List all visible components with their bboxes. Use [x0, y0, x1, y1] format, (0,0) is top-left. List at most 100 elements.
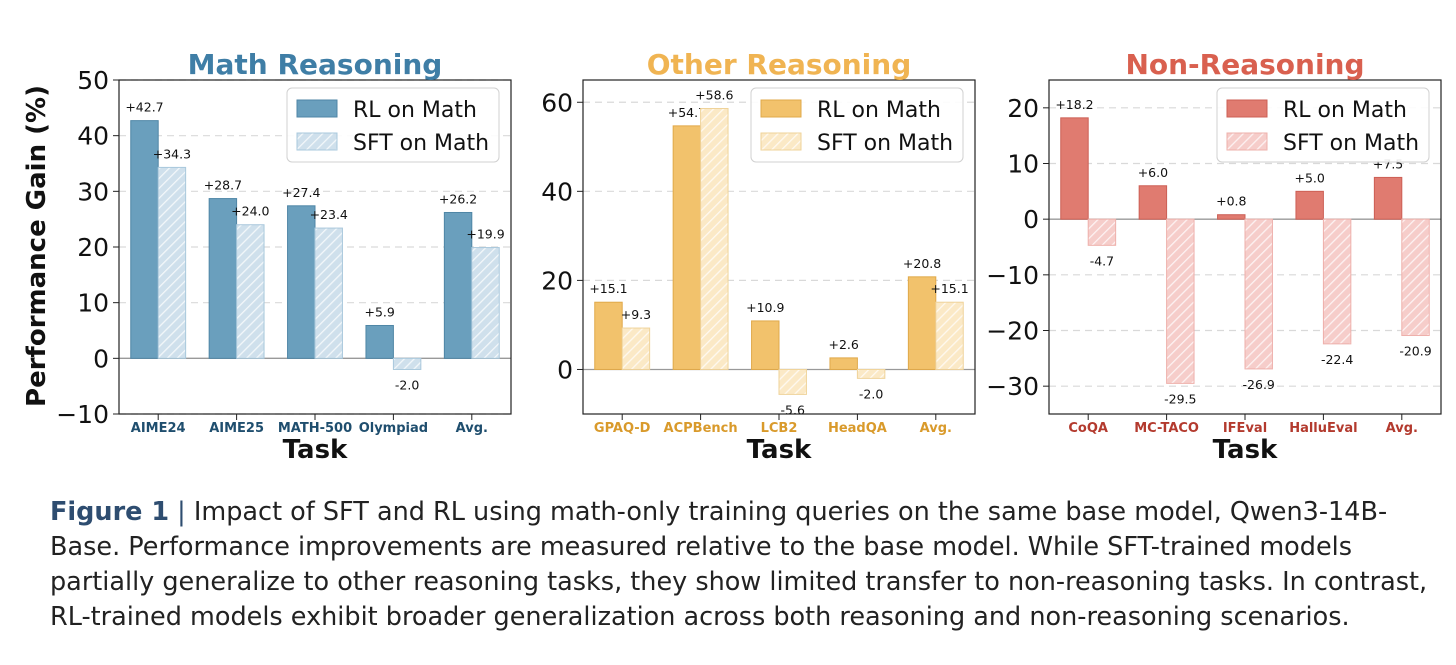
bar-sft [935, 301, 964, 370]
bar-value-label: +5.9 [365, 304, 395, 319]
bar-sft [236, 224, 265, 359]
y-axis-label: Performance Gain (%) [22, 85, 52, 407]
bar-value-label: +19.9 [466, 227, 504, 242]
figure-charts: Performance Gain (%) −10 0 10 20 30 40 50 +42.7… [22, 48, 1442, 465]
bar-value-label: +20.8 [903, 256, 941, 271]
bar-sft [314, 227, 343, 359]
bar-sft [1322, 218, 1352, 345]
legend-box [750, 87, 964, 163]
y-tick-label: 60 [541, 88, 573, 117]
legend-label-rl: RL on Math [353, 98, 477, 123]
bar-rl [208, 198, 238, 359]
bar-value-label: +24.0 [231, 204, 269, 219]
bar-value-label: -22.4 [1321, 352, 1353, 367]
y-tick-label: 10 [1007, 150, 1039, 179]
x-tick-label: MATH-500 [278, 421, 352, 436]
y-tick-label: 0 [1023, 205, 1039, 234]
bar-value-label: -29.5 [1164, 391, 1196, 406]
x-tick-label: HeadQA [828, 421, 887, 436]
x-tick-label: Avg. [920, 421, 952, 436]
bar-rl [751, 320, 780, 370]
x-tick-label: HalluEval [1289, 421, 1357, 436]
bar-rl [365, 324, 394, 359]
y-tick-label: 10 [77, 289, 109, 318]
x-tick-label: AIME25 [209, 421, 264, 436]
bar-rl [1295, 190, 1324, 220]
chart-title: Other Reasoning [647, 48, 912, 81]
bar-value-label: +18.2 [1055, 97, 1093, 112]
bar-value-label: +15.1 [589, 281, 627, 296]
bar-value-label: +0.8 [1216, 194, 1246, 209]
y-tick-label: 50 [77, 66, 109, 95]
y-tick-label: 0 [557, 355, 573, 384]
bar-value-label: +28.7 [204, 178, 242, 193]
x-axis-label: Task [747, 435, 812, 465]
x-tick-label: AIME24 [131, 421, 186, 436]
y-tick-label: 20 [77, 233, 109, 262]
bar-value-label: +2.6 [829, 337, 859, 352]
x-tick-label: IFEval [1223, 421, 1267, 436]
bar-value-label: +6.0 [1138, 165, 1168, 180]
y-tick-label: 20 [541, 266, 573, 295]
bar-rl [672, 125, 702, 370]
legend-label-sft: SFT on Math [817, 131, 953, 156]
y-tick-label: −20 [986, 317, 1039, 346]
bar-sft [1166, 218, 1195, 384]
x-tick-label: Avg. [456, 421, 488, 436]
bar-value-label: +15.1 [930, 281, 968, 296]
x-tick-label: Avg. [1386, 421, 1418, 436]
legend-label-rl: RL on Math [817, 98, 941, 123]
bar-value-label: -26.9 [1243, 377, 1275, 392]
bar-value-label: +34.3 [153, 146, 191, 161]
bar-value-label: +9.3 [621, 307, 651, 322]
bar-value-label: +26.2 [439, 191, 477, 206]
x-tick-label: CoQA [1068, 421, 1108, 436]
caption-separator: | [177, 497, 186, 527]
bar-sft [471, 247, 500, 359]
bar-value-label: +42.7 [125, 100, 163, 115]
y-tick-label: 40 [77, 122, 109, 151]
bar-sft [778, 368, 807, 395]
bar-value-label: -4.7 [1090, 253, 1114, 268]
x-axis-label: Task [1213, 435, 1278, 465]
bar-rl [1217, 214, 1246, 220]
bar-sft [621, 327, 651, 370]
bar-value-label: -5.6 [781, 402, 805, 417]
y-tick-label: 40 [541, 177, 573, 206]
y-tick-label: −30 [986, 372, 1039, 401]
x-tick-label: Olympiad [359, 421, 428, 436]
bar-rl [443, 211, 473, 359]
chart-title: Non-Reasoning [1125, 48, 1364, 81]
y-tick-label: −10 [56, 400, 109, 429]
legend-swatch-rl [760, 99, 802, 118]
legend-swatch-rl [1226, 99, 1268, 118]
axes-frame [582, 79, 976, 415]
x-tick-label: ACPBench [664, 421, 738, 436]
bar-value-label: +5.0 [1295, 170, 1325, 185]
chart-panel-2: −30 −20 −10 0 10 20 +18.2 -4.7 CoQA +6.0 -29.5 MC-T… [986, 48, 1442, 465]
y-tick-label: 30 [77, 177, 109, 206]
legend-swatch-sft [760, 132, 802, 151]
axes-frame [118, 79, 512, 415]
bar-rl [1060, 117, 1089, 220]
chart-panel-0: −10 0 10 20 30 40 50 +42.7 +34.3 AIME24 +28.7 +24.0… [56, 48, 512, 465]
bar-value-label: +58.6 [695, 88, 733, 103]
figure-caption: Figure 1 | Impact of SFT and RL using ma… [50, 495, 1450, 635]
bar-rl [829, 357, 858, 370]
legend-box [286, 87, 500, 163]
caption-label: Figure 1 [50, 497, 170, 527]
bar-sft [392, 357, 422, 370]
bar-rl [1373, 176, 1403, 220]
bar-value-label: +10.9 [746, 300, 784, 315]
axes-frame [1048, 79, 1442, 415]
bar-value-label: -20.9 [1399, 344, 1431, 359]
bar-sft [1244, 218, 1273, 370]
legend-swatch-sft [296, 132, 338, 151]
legend-label-sft: SFT on Math [1283, 131, 1419, 156]
x-axis-label: Task [283, 435, 348, 465]
bar-sft [1401, 218, 1430, 337]
bar-sft [157, 166, 187, 359]
legend-label-sft: SFT on Math [353, 131, 489, 156]
bar-sft [856, 368, 886, 379]
bar-sft [1087, 218, 1117, 246]
